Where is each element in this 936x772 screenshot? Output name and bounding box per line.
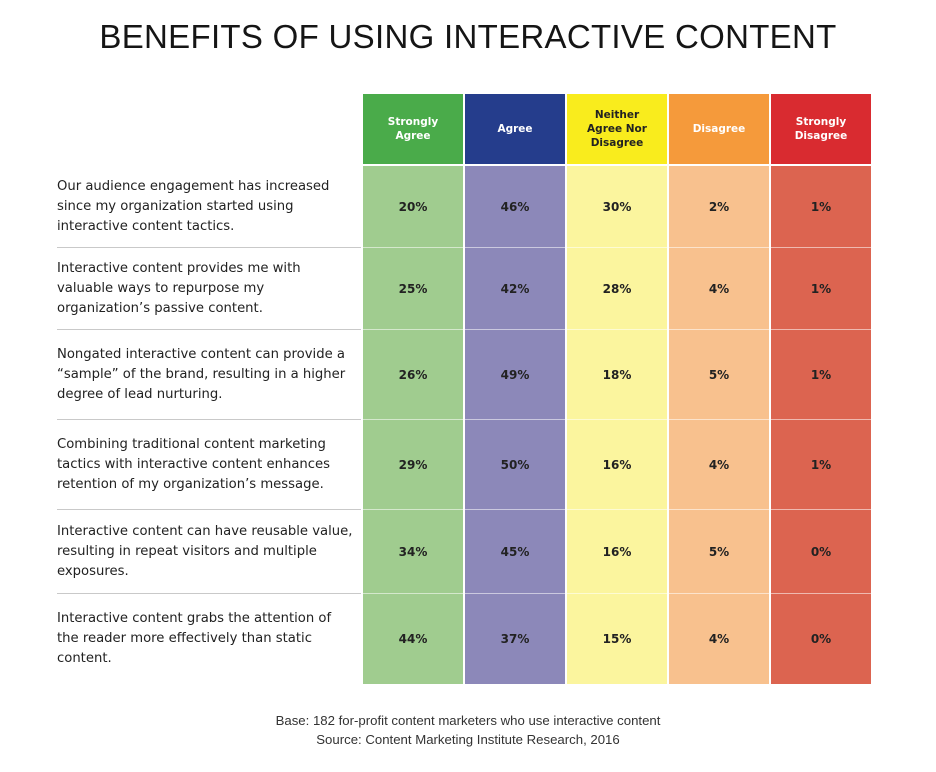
column-header: Disagree <box>669 94 769 166</box>
value-cell: 1% <box>771 166 871 248</box>
row-statement: Interactive content provides me with val… <box>57 248 361 330</box>
value-cell: 5% <box>669 330 769 420</box>
value-cell: 1% <box>771 420 871 510</box>
value-cell: 30% <box>567 166 667 248</box>
value-cell: 26% <box>363 330 463 420</box>
value-cell: 50% <box>465 420 565 510</box>
row-statement: Interactive content grabs the attention … <box>57 611 332 666</box>
row-statement: Our audience engagement has increased si… <box>57 166 361 248</box>
value-cell: 34% <box>363 510 463 594</box>
page-title: BENEFITS OF USING INTERACTIVE CONTENT <box>99 18 837 55</box>
value-cell: 1% <box>771 330 871 420</box>
value-cell: 46% <box>465 166 565 248</box>
value-cell: 2% <box>669 166 769 248</box>
value-cell: 42% <box>465 248 565 330</box>
value-cell: 49% <box>465 330 565 420</box>
column-header: Strongly Agree <box>363 94 463 166</box>
value-cell: 0% <box>771 594 871 684</box>
value-cell: 15% <box>567 594 667 684</box>
value-cell: 16% <box>567 510 667 594</box>
value-cell: 45% <box>465 510 565 594</box>
value-cell: 20% <box>363 166 463 248</box>
column-header: Neither Agree Nor Disagree <box>567 94 667 166</box>
value-cell: 1% <box>771 248 871 330</box>
column-header: Strongly Disagree <box>771 94 871 166</box>
value-cell: 4% <box>669 248 769 330</box>
column-header: Agree <box>465 94 565 166</box>
table-corner <box>57 94 361 166</box>
row-statement: Interactive content can have reusable va… <box>57 510 361 594</box>
value-cell: 5% <box>669 510 769 594</box>
value-cell: 25% <box>363 248 463 330</box>
value-cell: 28% <box>567 248 667 330</box>
source-note: Source: Content Marketing Institute Rese… <box>316 732 620 747</box>
value-cell: 18% <box>567 330 667 420</box>
value-cell: 44% <box>363 594 463 684</box>
value-cell: 16% <box>567 420 667 510</box>
row-statement: Nongated interactive content can provide… <box>57 330 361 420</box>
value-cell: 29% <box>363 420 463 510</box>
value-cell: 4% <box>669 420 769 510</box>
survey-table: Strongly Agree Agree Neither Agree Nor Disagr… <box>57 94 871 684</box>
value-cell: 4% <box>669 594 769 684</box>
value-cell: 37% <box>465 594 565 684</box>
value-cell: 0% <box>771 510 871 594</box>
base-note: Base: 182 for-profit content marketers w… <box>275 713 661 728</box>
row-statement: Combining traditional content marketing … <box>57 420 361 510</box>
